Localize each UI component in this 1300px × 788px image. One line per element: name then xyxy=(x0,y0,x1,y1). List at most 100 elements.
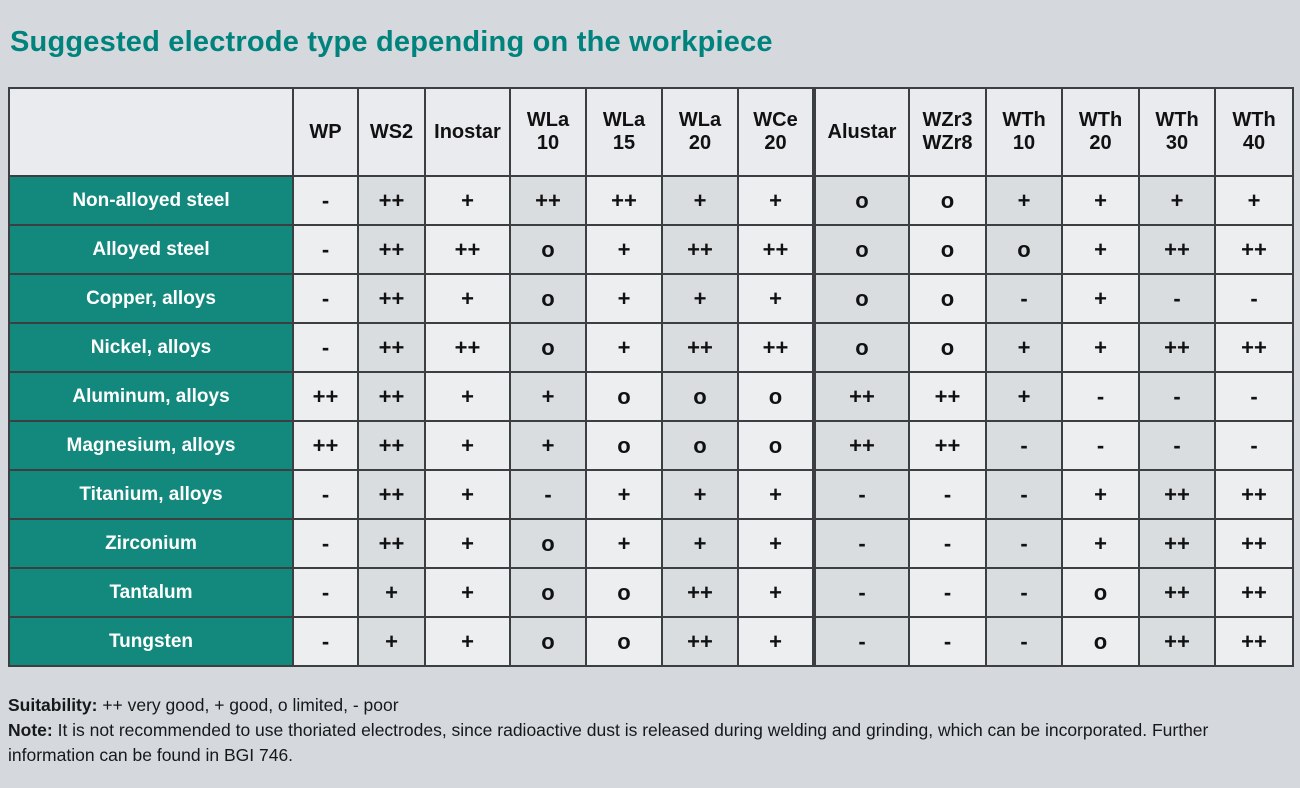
suitability-cell: o xyxy=(509,273,587,324)
suitability-cell: - xyxy=(908,567,987,618)
suitability-cell: + xyxy=(737,469,815,520)
suitability-cell: + xyxy=(424,273,511,324)
table-row: Aluminum, alloys ++ ++ + + o o o ++ ++ + - - - xyxy=(8,371,1294,422)
suitability-cell: + xyxy=(424,175,511,226)
suitability-cell: + xyxy=(1214,175,1294,226)
table-row: Nickel, alloys - ++ ++ o + ++ ++ o o + + ++ ++ xyxy=(8,322,1294,373)
suitability-cell: + xyxy=(424,567,511,618)
workpiece-label: Titanium, alloys xyxy=(8,469,294,520)
suitability-cell: ++ xyxy=(1138,616,1216,667)
workpiece-label: Aluminum, alloys xyxy=(8,371,294,422)
electrode-suitability-table: WP WS2 Inostar WLa 10 WLa 15 WLa 20 WCe 20 Alus… xyxy=(8,87,1294,667)
suitability-cell: o xyxy=(509,616,587,667)
suitability-cell: o xyxy=(585,371,663,422)
suitability-cell: + xyxy=(424,616,511,667)
workpiece-label: Tantalum xyxy=(8,567,294,618)
page-title: Suggested electrode type depending on th… xyxy=(10,26,773,58)
suitability-cell: ++ xyxy=(357,224,426,275)
table-row: Titanium, alloys - ++ + - + + + - - - + ++ ++ xyxy=(8,469,1294,520)
suitability-cell: ++ xyxy=(1214,322,1294,373)
suitability-cell: ++ xyxy=(357,420,426,471)
note-label: Note: xyxy=(8,719,53,740)
suitability-cell: o xyxy=(812,224,910,275)
suitability-cell: o xyxy=(908,273,987,324)
suitability-cell: o xyxy=(585,616,663,667)
suitability-cell: + xyxy=(585,469,663,520)
suitability-cell: - xyxy=(812,469,910,520)
workpiece-label: Alloyed steel xyxy=(8,224,294,275)
suitability-cell: ++ xyxy=(737,322,815,373)
suitability-cell: + xyxy=(585,322,663,373)
suitability-cell: ++ xyxy=(1214,469,1294,520)
column-header: Inostar xyxy=(424,87,511,177)
table-row: Tantalum - + + o o ++ + - - - o ++ ++ xyxy=(8,567,1294,618)
suitability-cell: + xyxy=(1061,273,1140,324)
workpiece-label: Magnesium, alloys xyxy=(8,420,294,471)
suitability-cell: o xyxy=(908,175,987,226)
suitability-cell: + xyxy=(1138,175,1216,226)
suitability-cell: o xyxy=(509,567,587,618)
column-header: WLa 10 xyxy=(509,87,587,177)
column-header: WTh 40 xyxy=(1214,87,1294,177)
suitability-cell: - xyxy=(908,616,987,667)
suitability-cell: o xyxy=(812,322,910,373)
suitability-cell: ++ xyxy=(1138,322,1216,373)
suitability-cell: o xyxy=(509,518,587,569)
suitability-cell: ++ xyxy=(908,371,987,422)
suitability-cell: ++ xyxy=(661,616,739,667)
suitability-cell: + xyxy=(661,469,739,520)
table-row: Non-alloyed steel - ++ + ++ ++ + + o o + + + + xyxy=(8,175,1294,226)
suitability-cell: + xyxy=(661,518,739,569)
suitability-cell: o xyxy=(985,224,1063,275)
suitability-cell: o xyxy=(509,322,587,373)
column-header: WTh 10 xyxy=(985,87,1063,177)
suitability-cell: - xyxy=(985,469,1063,520)
suitability-cell: o xyxy=(812,273,910,324)
suitability-cell: + xyxy=(737,567,815,618)
column-header: WLa 20 xyxy=(661,87,739,177)
suitability-cell: - xyxy=(812,616,910,667)
suitability-cell: ++ xyxy=(1138,518,1216,569)
table-row: Copper, alloys - ++ + o + + + o o - + - - xyxy=(8,273,1294,324)
suitability-cell: + xyxy=(585,273,663,324)
suitability-cell: o xyxy=(812,175,910,226)
suitability-cell: o xyxy=(737,420,815,471)
suitability-cell: + xyxy=(737,175,815,226)
suitability-cell: - xyxy=(292,567,359,618)
suitability-cell: - xyxy=(908,469,987,520)
suitability-cell: - xyxy=(1138,273,1216,324)
column-header: WP xyxy=(292,87,359,177)
suitability-cell: ++ xyxy=(424,322,511,373)
suitability-cell: ++ xyxy=(292,420,359,471)
suitability-cell: ++ xyxy=(424,224,511,275)
suitability-cell: ++ xyxy=(357,322,426,373)
suitability-legend: Suitability: ++ very good, + good, o lim… xyxy=(8,693,1292,718)
suitability-cell: + xyxy=(737,616,815,667)
suitability-cell: ++ xyxy=(1214,518,1294,569)
suitability-cell: + xyxy=(985,175,1063,226)
column-header: WTh 30 xyxy=(1138,87,1216,177)
suitability-cell: ++ xyxy=(1138,469,1216,520)
table-row: Alloyed steel - ++ ++ o + ++ ++ o o o + ++ ++ xyxy=(8,224,1294,275)
column-header: WCe 20 xyxy=(737,87,815,177)
suitability-cell: - xyxy=(292,273,359,324)
suitability-cell: o xyxy=(737,371,815,422)
header-row: WP WS2 Inostar WLa 10 WLa 15 WLa 20 WCe 20 Alus… xyxy=(8,87,1294,177)
column-header: WZr3 WZr8 xyxy=(908,87,987,177)
suitability-cell: ++ xyxy=(1214,224,1294,275)
note-line: Note: It is not recommended to use thori… xyxy=(8,718,1292,768)
suitability-cell: + xyxy=(985,371,1063,422)
table-row: Magnesium, alloys ++ ++ + + o o o ++ ++ - - - - xyxy=(8,420,1294,471)
suitability-cell: + xyxy=(1061,175,1140,226)
corner-cell xyxy=(8,87,294,177)
suitability-text: ++ very good, + good, o limited, - poor xyxy=(97,695,399,715)
suitability-cell: ++ xyxy=(737,224,815,275)
suitability-cell: + xyxy=(985,322,1063,373)
suitability-cell: + xyxy=(424,518,511,569)
suitability-cell: ++ xyxy=(812,420,910,471)
suitability-cell: o xyxy=(661,371,739,422)
suitability-cell: - xyxy=(1214,420,1294,471)
suitability-cell: o xyxy=(908,224,987,275)
suitability-cell: ++ xyxy=(1214,567,1294,618)
suitability-cell: - xyxy=(1138,420,1216,471)
